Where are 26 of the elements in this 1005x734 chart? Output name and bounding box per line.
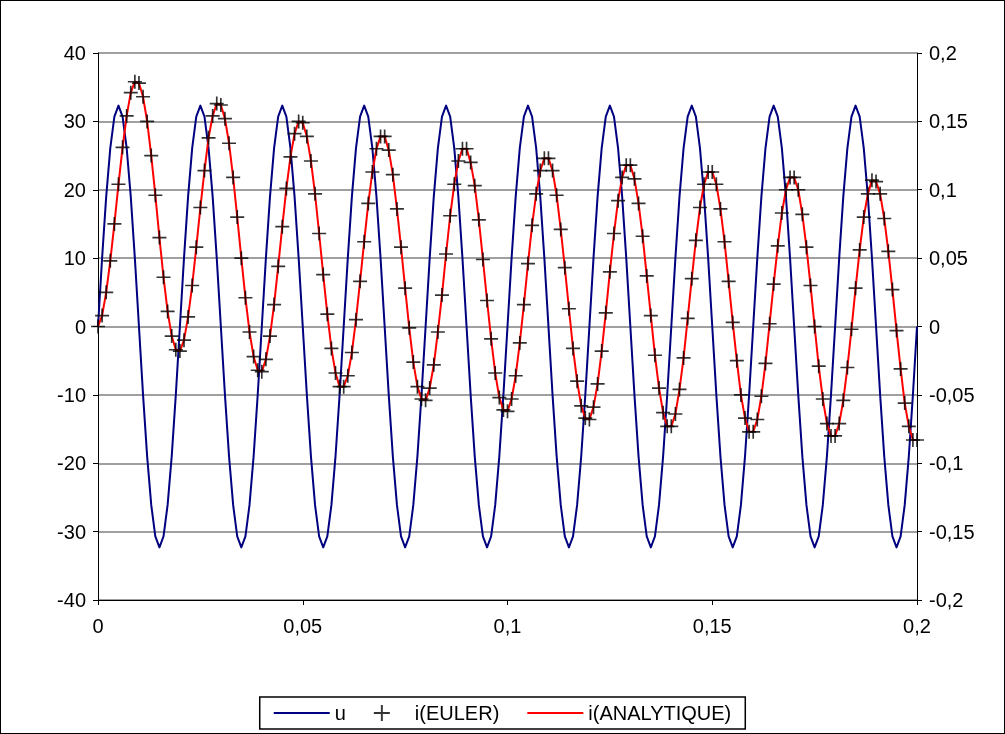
y-tick-label: -40 [57,589,86,611]
y2-tick-label: -0,2 [929,589,964,611]
y-tick-label: -30 [57,520,86,543]
y-tick-label: -10 [57,383,86,406]
legend-label: i(ANALYTIQUE) [588,702,732,724]
y-tick-label: -20 [57,452,86,475]
legend-label: u [334,702,346,724]
y2-tick-label: 0,15 [929,110,968,133]
y2-tick-label: -0,15 [929,520,975,543]
y2-tick-label: 0 [929,315,941,338]
x-tick-label: 0,1 [493,615,522,637]
y-tick-label: 10 [63,247,86,270]
y-tick-label: 20 [63,178,86,201]
y2-tick-label: 0,05 [929,247,968,270]
x-tick-label: 0,05 [283,615,323,637]
legend-label: i(EULER) [414,702,500,724]
y-tick-label: 0 [74,315,86,338]
y-tick-label: 30 [63,110,86,133]
x-tick-label: 0,15 [692,615,732,637]
y-tick-label: 40 [63,42,86,64]
x-tick-label: 0 [92,615,104,637]
y2-tick-label: 0,1 [929,178,957,201]
y2-tick-label: -0,05 [929,383,975,406]
x-tick-label: 0,2 [903,615,931,637]
y2-tick-label: 0,2 [929,42,957,64]
y2-tick-label: -0,1 [929,452,964,475]
